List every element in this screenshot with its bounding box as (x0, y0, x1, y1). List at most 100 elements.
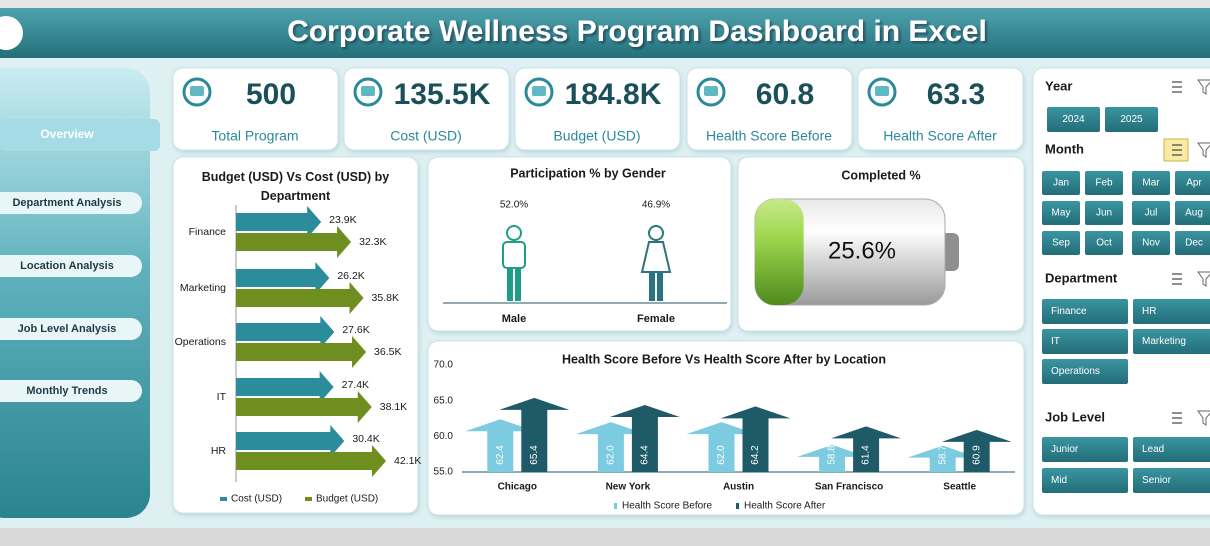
kpi-value: 63.3 (927, 78, 985, 111)
arrow-column (720, 406, 791, 472)
nav-label: Overview (40, 127, 94, 141)
data-label: 35.8K (372, 292, 399, 304)
clear-filter-icon[interactable] (1197, 79, 1210, 95)
icon-head (648, 225, 664, 241)
slicer-button[interactable] (1042, 171, 1080, 195)
category-label: Female (637, 313, 675, 325)
slicer-button[interactable] (1085, 231, 1123, 255)
header-bar (0, 8, 1210, 58)
page-title: Corporate Wellness Program Dashboard in … (287, 15, 987, 48)
slicer-button[interactable] (1085, 201, 1123, 225)
category-label: Marketing (180, 282, 226, 294)
slicer-item: Jan (1053, 178, 1069, 189)
slicer-title: Year (1045, 78, 1072, 93)
icon-body (640, 241, 672, 273)
slicer-item: Dec (1185, 238, 1203, 249)
kpi-label: Budget (USD) (553, 128, 640, 144)
nav-button[interactable] (0, 318, 142, 340)
kpi-icon (875, 86, 889, 96)
slicer-button[interactable] (1133, 437, 1210, 462)
slicer-item: IT (1051, 336, 1060, 347)
slicer-button[interactable] (1042, 359, 1128, 384)
slicer-item: Sep (1052, 238, 1070, 249)
slicer-item: Operations (1051, 366, 1100, 377)
slicer-button[interactable] (1047, 107, 1100, 132)
chart-title: Health Score Before Vs Health Score Afte… (562, 352, 886, 366)
kpi-label: Cost (USD) (390, 128, 462, 144)
slicer-button[interactable] (1175, 201, 1210, 225)
slicer-button[interactable] (1132, 231, 1170, 255)
slicer-button[interactable] (1042, 329, 1128, 354)
logo (0, 16, 23, 50)
kpi-icon (524, 77, 554, 107)
x-tick-label: Chicago (498, 482, 537, 493)
slicer-button[interactable] (1175, 171, 1210, 195)
arrow-bar (236, 316, 335, 348)
kpi-label: Total Program (211, 128, 298, 144)
arrow-column (686, 422, 757, 472)
kpi-icon (353, 77, 383, 107)
arrow-column (907, 445, 978, 472)
category-label: IT (217, 391, 227, 403)
nav-button[interactable] (0, 119, 160, 151)
nav-label: Monthly Trends (26, 385, 107, 397)
slicer-button[interactable] (1175, 231, 1210, 255)
slicer-button[interactable] (1132, 201, 1170, 225)
slicer-item: Aug (1185, 208, 1203, 219)
data-label: 46.9% (642, 200, 670, 211)
nav-button[interactable] (0, 380, 142, 402)
slicer-button[interactable] (1132, 171, 1170, 195)
multi-select-icon[interactable] (1172, 273, 1182, 285)
arrow-column (941, 429, 1012, 472)
card (686, 67, 853, 151)
slicer-item: 2024 (1062, 114, 1085, 125)
chart-title: Completed % (841, 168, 920, 182)
slicer-item: Feb (1095, 178, 1113, 189)
x-tick-label: Austin (723, 482, 754, 493)
slicer-title: Department (1045, 270, 1118, 285)
person-icon (640, 225, 672, 301)
slicer-button[interactable] (1105, 107, 1158, 132)
kpi-value: 135.5K (394, 78, 491, 111)
slicer-item: Oct (1096, 238, 1112, 249)
clear-filter-icon[interactable] (1197, 142, 1210, 158)
slicer-button[interactable] (1042, 201, 1080, 225)
data-label: 38.1K (380, 401, 407, 413)
data-label: 65.4 (529, 445, 540, 465)
data-label: 26.2K (337, 270, 364, 282)
nav-label: Job Level Analysis (18, 323, 117, 335)
slicer-button[interactable] (1133, 329, 1210, 354)
bottom-strip (0, 528, 1210, 546)
slicer-button[interactable] (1133, 299, 1210, 324)
data-label: 52.0% (500, 200, 528, 211)
arrow-bar (236, 282, 364, 314)
nav-label: Location Analysis (20, 260, 114, 272)
nav-button[interactable] (0, 192, 142, 214)
slicer-item: Jun (1096, 208, 1112, 219)
multi-select-icon[interactable] (1172, 81, 1182, 93)
multi-select-icon[interactable] (1172, 144, 1182, 156)
chart-title: Budget (USD) Vs Cost (USD) by Department (201, 170, 390, 203)
clear-filter-icon[interactable] (1197, 410, 1210, 426)
slicer-button[interactable] (1085, 171, 1123, 195)
slicer-button[interactable] (1133, 468, 1210, 493)
slicer-button[interactable] (1042, 437, 1128, 462)
category-label: HR (211, 445, 227, 457)
arrow-bar (236, 391, 372, 423)
slicer-item: Jul (1145, 208, 1158, 219)
slicer-button[interactable] (1042, 468, 1128, 493)
nav-button[interactable] (0, 255, 142, 277)
chart-title: Participation % by Gender (510, 166, 666, 180)
clear-filter-icon[interactable] (1197, 271, 1210, 287)
y-tick-label: 60.0 (434, 431, 454, 442)
multi-select-icon[interactable] (1172, 412, 1182, 424)
x-tick-label: San Francisco (815, 482, 883, 493)
slicer-button[interactable] (1042, 299, 1128, 324)
slicer-button[interactable] (1042, 231, 1080, 255)
arrow-column (797, 444, 868, 472)
top-strip (0, 0, 1210, 8)
legend-swatch (614, 503, 617, 509)
y-tick-label: 55.0 (434, 467, 454, 478)
arrow-column (831, 426, 902, 472)
